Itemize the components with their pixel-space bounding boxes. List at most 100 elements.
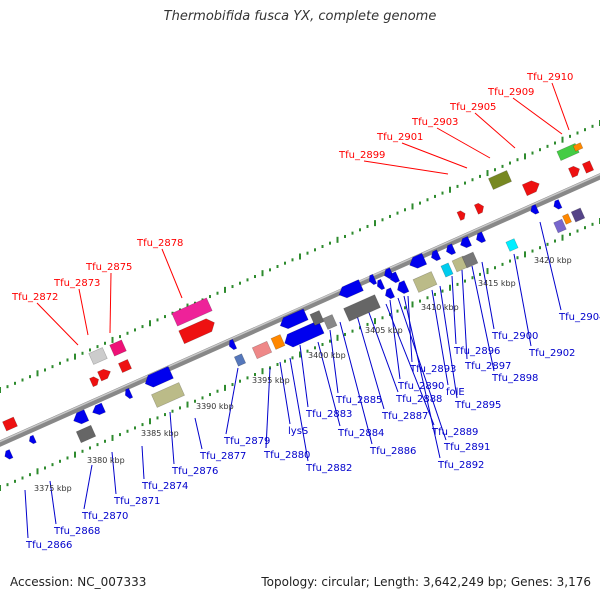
reverse-callout-line [265, 367, 271, 449]
figure-title: Thermobifida fusca YX, complete genome [163, 9, 437, 24]
reverse-callout-line [431, 289, 449, 386]
forward-gene [521, 180, 540, 197]
forward-gene-label: Tfu_2899 [338, 150, 385, 161]
reverse-callout-line [299, 344, 309, 408]
kbp-label: 3375 kbp [34, 484, 72, 493]
kbp-label: 3400 kbp [308, 351, 346, 360]
forward-gene [581, 160, 595, 174]
reverse-callout-line [539, 221, 562, 311]
reverse-gene-label: Tfu_2885 [335, 395, 382, 406]
reverse-gene-label: Tfu_2884 [337, 428, 384, 439]
reverse-gene-label: Tfu_2890 [397, 381, 444, 392]
forward-gene-label: Tfu_2873 [53, 278, 100, 289]
reverse-callout-line [49, 480, 57, 525]
reverse-gene [530, 204, 540, 215]
forward-gene [171, 297, 213, 327]
reverse-callout-line [355, 311, 385, 410]
reverse-gene-label: Tfu_2891 [443, 442, 490, 453]
reverse-callout-line [513, 253, 532, 347]
reverse-gene-label: Tfu_2886 [369, 446, 416, 457]
reverse-gene [322, 314, 338, 330]
forward-callout-line [36, 302, 79, 346]
reverse-gene-label: lysS [288, 426, 308, 437]
forward-callout-line [551, 82, 570, 131]
gene-labels-layer: Tfu_2872 Tfu_2873 Tfu_2875 Tfu_2878 Tfu_2899… [11, 72, 600, 551]
reverse-gene [309, 310, 325, 326]
reverse-callout-line [141, 445, 145, 480]
forward-callout-line [512, 97, 563, 135]
reverse-callout-line [169, 411, 175, 465]
reverse-gene [460, 236, 472, 249]
reverse-callout-line [111, 451, 117, 495]
forward-gene [488, 170, 512, 190]
kbp-label: 3380 kbp [87, 456, 125, 465]
reverse-gene-label: Tfu_2895 [454, 400, 501, 411]
reverse-callout-line [194, 417, 203, 450]
reverse-gene [562, 213, 572, 225]
reverse-callout-line [471, 265, 495, 372]
reverse-gene [144, 365, 174, 388]
label-lines-layer [24, 82, 570, 539]
reverse-gene-label: Tfu_2870 [81, 511, 128, 522]
forward-gene-label: Tfu_2901 [376, 132, 423, 143]
reverse-callout-line [439, 285, 458, 399]
reverse-gene-label: folE [446, 387, 465, 398]
backbone-highlight [0, 173, 600, 443]
forward-gene [118, 359, 132, 373]
reverse-gene [505, 238, 519, 252]
forward-callout-line [401, 142, 468, 169]
forward-gene-label: Tfu_2905 [449, 102, 496, 113]
reverse-gene-label: Tfu_2876 [171, 466, 218, 477]
reverse-gene [390, 271, 401, 284]
forward-gene-label: Tfu_2875 [85, 262, 132, 273]
forward-gene [568, 165, 580, 178]
forward-gene [97, 368, 111, 382]
reverse-callout-line [461, 269, 468, 360]
reverse-callout-line [451, 275, 457, 345]
reverse-gene-label: Tfu_2880 [263, 450, 310, 461]
reverse-gene [338, 279, 364, 299]
reverse-callout-line [225, 367, 239, 435]
reverse-gene [233, 353, 247, 367]
reverse-gene [446, 243, 457, 256]
forward-gene [456, 210, 466, 221]
reverse-gene-label: Tfu_2896 [453, 346, 500, 357]
gene-features-layer [2, 142, 595, 460]
reverse-callout-line [329, 329, 339, 394]
reverse-gene [284, 320, 325, 348]
reverse-callout-line [367, 309, 399, 393]
reverse-gene [228, 338, 238, 351]
reverse-gene [343, 294, 381, 322]
reverse-gene-label: Tfu_2874 [141, 481, 188, 492]
accession-text: Accession: NC_007333 [10, 575, 147, 589]
reverse-gene-label: Tfu_2904 [558, 312, 600, 323]
genome-summary-text: Topology: circular; Length: 3,642,249 bp… [261, 575, 591, 589]
reverse-callout-line [339, 321, 373, 445]
forward-gene-label: Tfu_2910 [526, 72, 573, 83]
reverse-gene [73, 409, 90, 425]
forward-gene-label: Tfu_2878 [136, 238, 183, 249]
reverse-gene [409, 252, 428, 269]
reverse-callout-line [481, 261, 495, 330]
reverse-gene [270, 334, 286, 350]
reverse-gene [376, 278, 386, 291]
forward-gene [178, 318, 215, 345]
backbone-line [0, 173, 600, 447]
kbp-label: 3405 kbp [365, 326, 403, 335]
reverse-gene [476, 231, 487, 244]
forward-callout-line [161, 248, 183, 299]
reverse-gene [4, 449, 14, 460]
kbp-label: 3385 kbp [141, 429, 179, 438]
reverse-gene-label: Tfu_2898 [491, 373, 538, 384]
reverse-gene [75, 424, 97, 444]
forward-callout-line [109, 272, 112, 334]
reverse-gene [251, 340, 273, 360]
forward-gene-label: Tfu_2872 [11, 292, 58, 303]
reverse-callout-line [24, 489, 29, 539]
forward-callout-line [436, 127, 491, 159]
forward-gene-label: Tfu_2909 [487, 87, 534, 98]
reverse-gene-label: Tfu_2893 [409, 364, 456, 375]
reverse-gene [124, 387, 134, 400]
forward-callout-line [363, 160, 449, 175]
reverse-gene [431, 249, 442, 262]
